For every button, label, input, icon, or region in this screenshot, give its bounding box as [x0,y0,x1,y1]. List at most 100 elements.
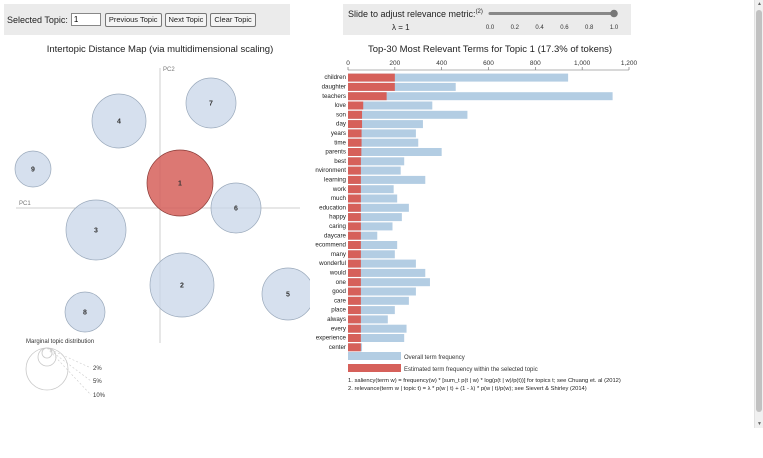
overall-frequency-bar[interactable] [348,194,398,203]
term-label[interactable]: recommend [315,242,347,249]
term-label[interactable]: time [334,139,346,146]
topic-bubble-7[interactable]: 7 [185,77,237,129]
topic-circle-2[interactable] [149,252,215,318]
term-row-good[interactable]: good [332,287,416,296]
term-label[interactable]: good [332,288,346,295]
term-row-son[interactable]: son [336,110,468,119]
selected-topic-input[interactable] [70,13,101,26]
overall-frequency-bar[interactable] [348,166,401,175]
term-row-day[interactable]: day [336,120,423,129]
topic-circle-9[interactable] [14,150,52,188]
topic-bubble-8[interactable]: 8 [64,291,106,333]
term-label[interactable]: experience [316,335,347,342]
topic-bubble-3[interactable]: 3 [65,199,127,261]
term-label[interactable]: work [332,186,347,193]
overall-frequency-bar[interactable] [348,129,416,138]
term-label[interactable]: education [319,204,346,211]
overall-frequency-bar[interactable] [348,324,407,333]
topic-frequency-bar[interactable] [348,194,361,203]
topic-frequency-bar[interactable] [348,110,363,119]
topic-frequency-bar[interactable] [348,259,361,268]
topic-frequency-bar[interactable] [348,296,361,305]
scrollbar-thumb[interactable] [756,10,762,412]
topic-circle-4[interactable] [91,93,147,149]
topic-bubble-6[interactable]: 6 [210,182,262,234]
topic-frequency-bar[interactable] [348,213,361,222]
lambda-slider[interactable]: 0.0 0.2 0.4 0.6 0.8 1.0 [343,4,631,35]
term-row-caring[interactable]: caring [329,222,393,231]
scroll-up-icon[interactable]: ▲ [757,1,762,7]
term-label[interactable]: parents [325,149,346,156]
term-label[interactable]: daughter [322,84,346,91]
term-label[interactable]: environment [315,167,346,174]
overall-frequency-bar[interactable] [348,334,405,342]
topic-frequency-bar[interactable] [348,92,387,101]
topic-frequency-bar[interactable] [348,268,361,277]
term-label[interactable]: son [336,111,347,118]
term-label[interactable]: years [331,130,346,137]
topic-frequency-bar[interactable] [348,250,361,259]
term-row-experience[interactable]: experience [316,334,405,342]
overall-frequency-bar[interactable] [348,203,409,212]
topic-frequency-bar[interactable] [348,138,362,147]
overall-frequency-bar[interactable] [348,138,419,147]
overall-frequency-bar[interactable] [348,222,393,231]
overall-frequency-bar[interactable] [348,82,456,91]
term-label[interactable]: children [324,74,346,81]
term-label[interactable]: one [336,279,347,286]
topic-bubble-5[interactable]: 5 [261,267,310,321]
term-label[interactable]: center [329,344,346,351]
overall-frequency-bar[interactable] [348,92,613,101]
topic-circle-5[interactable] [261,267,310,321]
topic-frequency-bar[interactable] [348,315,361,324]
overall-frequency-bar[interactable] [348,175,426,184]
term-row-daughter[interactable]: daughter [322,82,456,91]
term-row-best[interactable]: best [334,157,405,166]
term-label[interactable]: many [331,251,347,258]
topic-frequency-bar[interactable] [348,120,363,129]
topic-circle-3[interactable] [65,199,127,261]
term-label[interactable]: teachers [322,93,346,100]
overall-frequency-bar[interactable] [348,259,416,268]
topic-frequency-bar[interactable] [348,278,361,287]
term-row-always[interactable]: always [327,315,388,324]
overall-frequency-bar[interactable] [348,110,468,119]
topic-frequency-bar[interactable] [348,73,395,82]
overall-frequency-bar[interactable] [348,213,402,222]
term-row-years[interactable]: years [331,129,416,138]
overall-frequency-bar[interactable] [348,73,569,82]
overall-frequency-bar[interactable] [348,306,395,315]
term-row-center[interactable]: center [329,343,363,352]
term-row-time[interactable]: time [334,138,419,147]
overall-frequency-bar[interactable] [348,120,423,129]
topic-frequency-bar[interactable] [348,306,361,315]
clear-topic-button[interactable]: Clear Topic [210,12,256,27]
term-row-place[interactable]: place [331,306,395,315]
topic-bubble-1[interactable]: 1 [146,149,214,217]
overall-frequency-bar[interactable] [348,287,416,296]
overall-frequency-bar[interactable] [348,250,395,259]
term-row-recommend[interactable]: recommend [315,241,398,249]
term-row-much[interactable]: much [331,194,398,203]
term-row-would[interactable]: would [329,268,426,277]
topic-bubble-9[interactable]: 9 [14,150,52,188]
overall-frequency-bar[interactable] [348,241,398,249]
topic-frequency-bar[interactable] [348,101,364,110]
topic-frequency-bar[interactable] [348,334,361,342]
term-label[interactable]: happy [329,214,347,221]
topic-circle-6[interactable] [210,182,262,234]
term-label[interactable]: wonderful [318,260,346,267]
topic-bubble-2[interactable]: 2 [149,252,215,318]
term-label[interactable]: best [334,158,346,165]
overall-frequency-bar[interactable] [348,185,394,194]
term-row-daycare[interactable]: daycare [324,231,378,240]
overall-frequency-bar[interactable] [348,157,405,166]
term-row-many[interactable]: many [331,250,395,259]
overall-frequency-bar[interactable] [348,231,378,240]
topic-bubble-4[interactable]: 4 [91,93,147,149]
term-row-work[interactable]: work [332,185,394,194]
term-row-education[interactable]: education [319,203,409,212]
topic-frequency-bar[interactable] [348,157,361,166]
term-row-wonderful[interactable]: wonderful [318,259,416,268]
term-row-environment[interactable]: environment [315,166,401,175]
